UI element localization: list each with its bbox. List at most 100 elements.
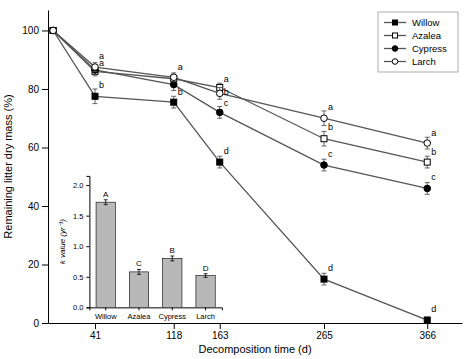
tick-mark (95, 323, 96, 329)
x-axis-line (49, 323, 463, 324)
tick-mark (42, 89, 48, 90)
series (50, 27, 431, 194)
tick-mark (427, 323, 428, 329)
inset-x-axis-tick: Willow (95, 307, 117, 320)
annotation: C (136, 259, 142, 268)
legend-item: Larch (384, 56, 436, 67)
y-axis-title: Remaining litter dry mass (%) (2, 94, 14, 238)
error-bar (93, 89, 98, 104)
annotation: D (203, 264, 209, 273)
legend-marker (392, 46, 398, 52)
line (53, 30, 427, 320)
legend-marker (392, 59, 398, 65)
inset-y-axis-line (86, 176, 90, 307)
tick-mark (105, 307, 106, 310)
error-bar (425, 156, 430, 168)
series (50, 27, 430, 323)
point (50, 27, 56, 33)
point (321, 162, 328, 169)
inset-x-axis-tick: Cypress (159, 307, 187, 320)
tick-label: 1.0 (73, 242, 83, 251)
error-bar (104, 200, 108, 205)
point (321, 276, 327, 282)
tick-label: 80 (28, 84, 40, 95)
annotation: a (178, 62, 183, 72)
marks (50, 27, 431, 323)
annotation: B (170, 246, 175, 255)
tick-label: 265 (316, 330, 333, 341)
annotation: b (224, 87, 229, 97)
point (424, 317, 430, 323)
tick-mark (220, 323, 221, 329)
error-bar (425, 137, 430, 149)
tick-mark (174, 323, 175, 329)
tick-label: 0.0 (73, 303, 83, 312)
inset-y-axis-tick: 0.0 (73, 303, 89, 312)
tick-label: 366 (419, 330, 436, 341)
x-axis-tick: 265 (316, 323, 333, 341)
chart: 41118163265366020406080100Decomposition … (0, 0, 474, 359)
line (53, 30, 427, 143)
error-bar (137, 269, 141, 274)
error-bar (322, 131, 327, 146)
y-axis-tick: 60 (28, 142, 48, 153)
bar (196, 276, 215, 308)
point (170, 74, 177, 81)
error-bar (425, 183, 430, 195)
tick-mark (205, 307, 206, 310)
tick-label: 60 (28, 142, 40, 153)
annotation: b (328, 122, 333, 132)
x-axis-title: Decomposition time (d) (198, 343, 311, 355)
series (50, 27, 431, 149)
legend-label: Willow (412, 17, 440, 28)
inset-x-axis-line (90, 308, 222, 311)
error-bar (425, 317, 430, 323)
error-bar (204, 274, 208, 278)
y-axis-tick: 40 (28, 201, 48, 212)
y-axis-tick: 100 (22, 25, 48, 36)
line (53, 30, 427, 188)
point (92, 64, 99, 71)
legend: WillowAzaleaCypressLarch (378, 12, 458, 72)
point (216, 109, 223, 116)
error-bar (93, 63, 98, 72)
inset-y-axis-title: k value (yr⁻¹) (58, 219, 67, 265)
bar (163, 258, 182, 307)
error-bar (171, 73, 176, 82)
point (217, 159, 223, 165)
y-axis: 0 20 40 60 80 100 (22, 11, 48, 329)
inset-y-axis: 0.00.51.01.52.0 (73, 176, 90, 312)
inset-annotations: ACBD (103, 190, 209, 273)
error-bar (217, 88, 222, 100)
annotation: b (431, 147, 436, 157)
inset-y-axis-tick: 2.0 (73, 181, 89, 190)
tick-mark (86, 185, 89, 186)
tick-mark (42, 323, 48, 324)
bar (96, 202, 115, 307)
tick-mark (172, 307, 173, 310)
tick-label: 0 (33, 318, 39, 329)
inset-bars (96, 200, 215, 308)
legend-marker (393, 33, 398, 38)
legend-box (378, 12, 458, 72)
point (50, 27, 56, 33)
annotation: c (224, 98, 229, 108)
x-axis-tick: 366 (419, 323, 436, 341)
point (321, 136, 327, 142)
point (216, 90, 223, 97)
annotation: a (224, 74, 229, 84)
legend-label: Cypress (412, 43, 447, 54)
y-axis-tick: 0 (33, 318, 48, 329)
tick-label: 163 (212, 330, 229, 341)
annotation: a (431, 128, 436, 138)
tick-label: 20 (28, 259, 40, 270)
tick-label: Cypress (159, 312, 187, 321)
point (170, 81, 177, 88)
error-bar (171, 96, 176, 108)
annotation: a (99, 58, 104, 68)
plot: 41118163265366020406080100Decomposition … (2, 11, 463, 356)
tick-mark (86, 216, 89, 217)
point (321, 115, 328, 122)
legend-item: Cypress (384, 43, 447, 54)
annotation: d (431, 304, 436, 314)
